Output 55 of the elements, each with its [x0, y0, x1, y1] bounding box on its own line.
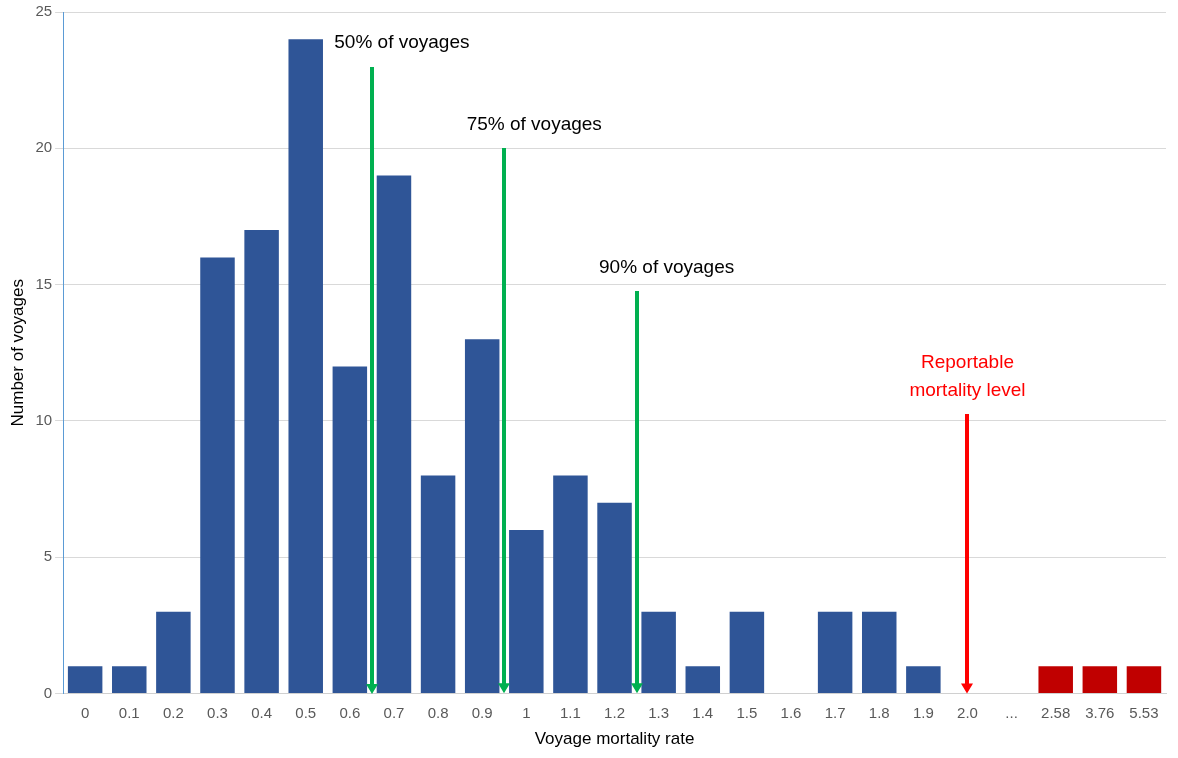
x-tick-label: 2.58 [1041, 703, 1071, 721]
x-tick-label: 1.9 [912, 703, 934, 721]
bar [509, 530, 544, 694]
bar [112, 666, 147, 694]
x-tick-label: 1.6 [780, 703, 802, 721]
x-tick-label: 1.5 [736, 703, 758, 721]
x-tick-label: 0.9 [471, 703, 493, 721]
bar [861, 611, 897, 694]
bar [244, 230, 279, 694]
x-tick-label: 1.4 [692, 703, 714, 721]
x-axis-title: Voyage mortality rate [534, 729, 695, 749]
annotation: 90% of voyages [599, 256, 735, 278]
bar [729, 611, 765, 694]
bar [288, 39, 323, 694]
x-tick-label: 0.5 [295, 703, 317, 721]
y-tick-label: 0 [43, 683, 53, 701]
x-tick-label: 1.2 [604, 703, 625, 721]
x-tick-label: 0.7 [383, 703, 405, 721]
x-tick-label: 0.6 [339, 703, 361, 721]
bar [156, 611, 191, 694]
x-tick-label: 1.8 [868, 703, 890, 721]
bar [817, 611, 853, 694]
bar [906, 666, 941, 694]
annotation: Reportable mortality level [909, 350, 1026, 400]
x-tick-label: 0 [80, 703, 90, 721]
x-tick-label: 2.0 [957, 703, 978, 721]
annotation: 75% of voyages [466, 113, 602, 135]
y-tick-label: 5 [43, 547, 53, 565]
bar [67, 666, 103, 694]
x-tick-label: 1.7 [824, 703, 846, 721]
y-tick-label: 10 [35, 411, 53, 429]
x-tick-label: 3.76 [1085, 703, 1115, 721]
y-tick-label: 25 [35, 2, 53, 20]
x-tick-label: 5.53 [1129, 703, 1159, 721]
x-tick-label: 1.3 [648, 703, 670, 721]
y-tick-label: 20 [35, 138, 53, 156]
bar [553, 475, 588, 694]
bar [1038, 666, 1073, 694]
x-tick-label: 0.4 [251, 703, 273, 721]
bar [420, 475, 456, 694]
y-tick-label: 15 [35, 274, 53, 292]
bar [1126, 666, 1162, 694]
x-tick-label: 1 [522, 703, 531, 721]
x-tick-label: 0.8 [427, 703, 449, 721]
x-tick-label: 0.2 [162, 703, 184, 721]
x-tick-label: 0.1 [118, 703, 140, 721]
bar [685, 666, 721, 694]
x-tick-label: 0.3 [207, 703, 228, 721]
x-tick-label: 1.1 [560, 703, 581, 721]
bar [641, 611, 676, 694]
annotation: 50% of voyages [334, 31, 470, 53]
y-axis-title: Number of voyages [7, 279, 27, 427]
bar [200, 257, 235, 694]
bar [1082, 666, 1118, 694]
x-tick-label: ... [1005, 703, 1018, 721]
